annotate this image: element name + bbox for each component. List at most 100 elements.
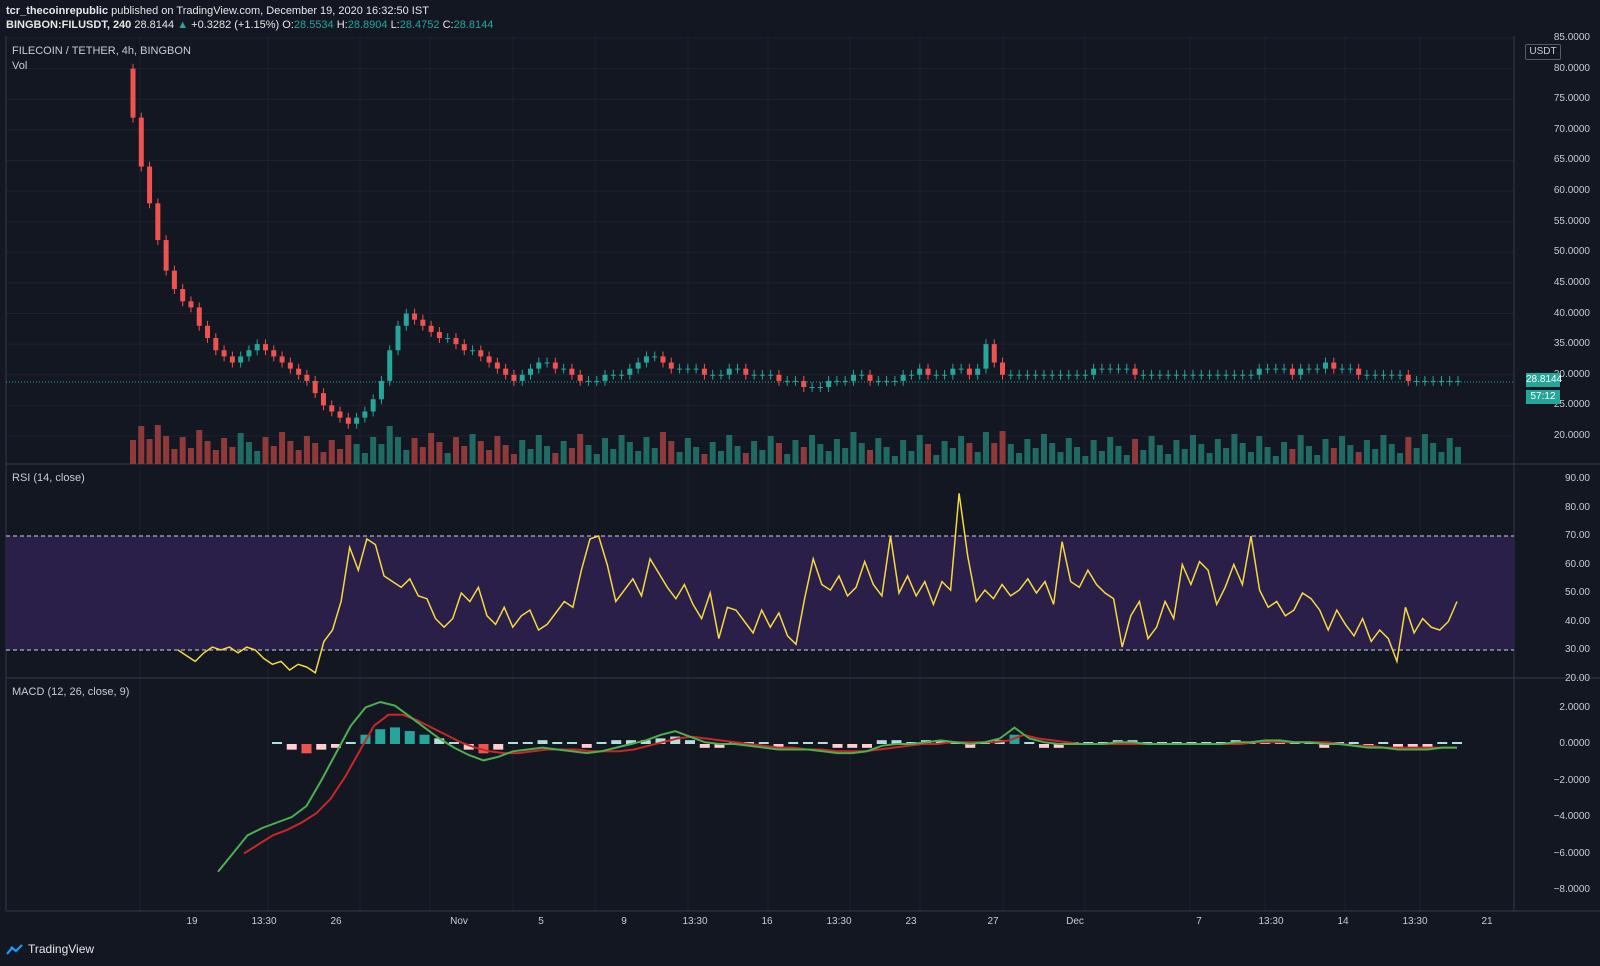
candle-body [1281, 368, 1287, 370]
macd-axis-tick: −6.0000 [1553, 847, 1590, 859]
candle-body [627, 368, 633, 375]
macd-hist-bar [699, 744, 710, 748]
macd-hist-bar [404, 731, 415, 744]
close-value: 28.8144 [453, 19, 494, 31]
volume-bar [154, 425, 161, 464]
candle-body [1215, 374, 1221, 376]
volume-bar [1347, 445, 1354, 464]
main-pane-title[interactable]: FILECOIN / TETHER, 4h, BINGBON [12, 45, 191, 57]
macd-hist-bar [1319, 744, 1330, 748]
candle-body [395, 325, 401, 351]
macd-hist-bar [773, 744, 784, 748]
candle-body [983, 344, 989, 369]
candle-body [1380, 374, 1386, 376]
candle-body [1372, 374, 1378, 376]
candle-body [900, 374, 906, 381]
rsi-axis-tick: 20.00 [1564, 672, 1590, 684]
volume-bar [709, 442, 716, 464]
price-axis-tick: 55.0000 [1553, 215, 1590, 227]
candle-body [378, 380, 384, 400]
volume-bar [411, 438, 418, 464]
macd-hist-bar [1378, 742, 1389, 744]
change-arrow-icon: ▲ [177, 19, 189, 31]
candle-body [279, 356, 285, 363]
currency-unit-button[interactable]: USDT [1525, 44, 1561, 60]
volume-bar [1256, 436, 1263, 464]
volume-bar [1413, 448, 1420, 464]
rsi-pane-title[interactable]: RSI (14, close) [12, 472, 85, 484]
candle-body [329, 405, 335, 412]
volume-bar [618, 435, 625, 464]
candle-body [1430, 380, 1436, 382]
macd-pane-title[interactable]: MACD (12, 26, close, 9) [12, 686, 130, 698]
candle-body [163, 240, 169, 271]
time-axis-tick: 16 [761, 916, 773, 927]
volume-bar [982, 432, 989, 464]
macd-hist-bar [449, 742, 459, 744]
volume-bar [966, 443, 973, 464]
volume-bar [212, 450, 219, 464]
macd-hist-bar [640, 740, 651, 744]
volume-bar [1231, 434, 1238, 464]
volume-bar [1380, 435, 1387, 464]
candle-body [494, 362, 500, 369]
candle-body [594, 380, 600, 382]
candle-body [1058, 374, 1063, 376]
candle-body [1306, 368, 1312, 370]
time-axis-tick: 5 [538, 916, 544, 927]
tradingview-footer[interactable]: TradingView [6, 942, 94, 956]
publisher-username[interactable]: tcr_thecoinrepublic [6, 5, 109, 17]
volume-bar [1388, 444, 1395, 464]
candle-body [1405, 374, 1411, 381]
candle-body [685, 368, 691, 370]
candle-body [312, 380, 318, 394]
candle-body [246, 350, 252, 357]
volume-bar [254, 451, 261, 464]
macd-hist-bar [626, 740, 636, 744]
macd-hist-bar [1452, 742, 1462, 744]
candle-body [445, 338, 451, 340]
volume-bar [726, 435, 733, 464]
candle-body [950, 368, 956, 375]
volume-bar [312, 443, 319, 464]
macd-hist-bar [272, 742, 282, 744]
candle-body [1438, 380, 1444, 382]
macd-hist-bar [803, 742, 813, 744]
macd-hist-bar [847, 744, 858, 748]
brand-name: TradingView [28, 942, 95, 956]
volume-bar [842, 448, 849, 464]
time-axis-tick: 9 [621, 916, 627, 927]
macd-hist-bar [581, 744, 592, 748]
volume-bar [295, 450, 302, 464]
volume-bar [345, 435, 352, 464]
macd-hist-bar [493, 744, 504, 750]
volume-bar [279, 432, 286, 464]
volume-bar [1214, 439, 1221, 464]
time-axis-tick: 14 [1337, 916, 1349, 927]
volume-bar [635, 451, 642, 464]
candle-body [1041, 374, 1047, 376]
volume-bar [1405, 437, 1412, 464]
candle-body [370, 399, 376, 412]
candle-body [171, 270, 177, 290]
candle-body [519, 374, 525, 381]
candle-body [726, 368, 732, 375]
candle-body [155, 203, 161, 241]
price-axis-tick: 70.0000 [1553, 123, 1590, 135]
volume-bar [510, 454, 517, 464]
price-axis-tick: 75.0000 [1553, 93, 1590, 105]
chart-canvas[interactable] [0, 36, 1600, 936]
candle-body [768, 374, 774, 376]
candle-body [718, 374, 724, 376]
candle-body [710, 374, 716, 376]
macd-hist-bar [876, 740, 887, 744]
volume-bar [1090, 440, 1097, 464]
volume-bar [1247, 452, 1254, 464]
volume-bar [237, 433, 244, 464]
volume-bar [974, 452, 981, 464]
macd-hist-bar [596, 742, 607, 744]
candle-body [1397, 374, 1403, 376]
volume-label[interactable]: Vol [12, 60, 28, 72]
close-label: C: [442, 19, 454, 31]
volume-bar [1421, 434, 1428, 464]
